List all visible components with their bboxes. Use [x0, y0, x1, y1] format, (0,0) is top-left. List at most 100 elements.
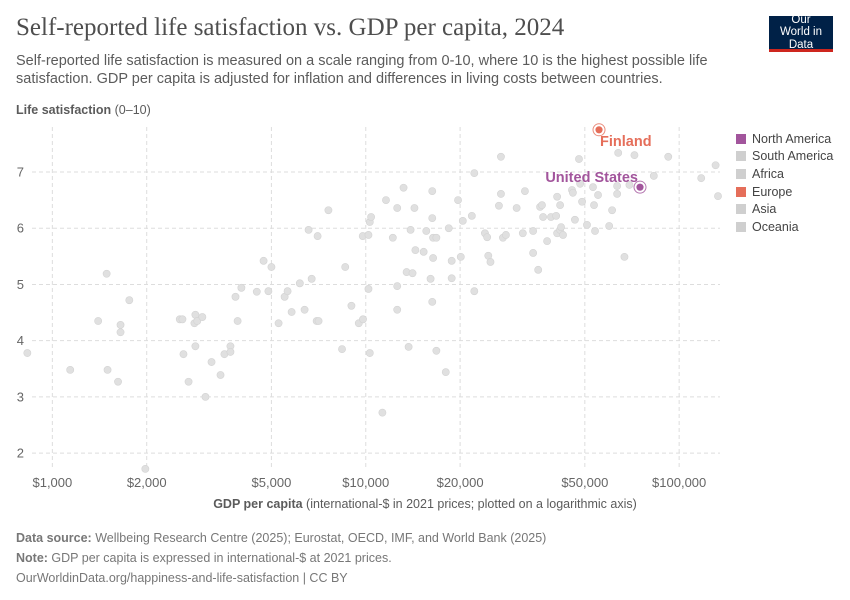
data-point	[365, 349, 374, 357]
data-point	[591, 227, 599, 235]
data-point	[432, 233, 441, 242]
data-point	[264, 287, 273, 296]
data-point	[553, 192, 562, 201]
data-point	[287, 308, 296, 316]
legend-item[interactable]: Africa	[736, 165, 833, 183]
data-point	[557, 223, 565, 231]
data-point	[458, 217, 467, 225]
data-point	[497, 152, 505, 161]
logo-text: Our World in Data	[780, 13, 822, 51]
data-point	[307, 274, 316, 283]
legend-item[interactable]: Europe	[736, 183, 833, 201]
data-point	[620, 252, 629, 261]
data-point	[608, 206, 617, 215]
data-point	[338, 345, 346, 354]
data-point	[470, 169, 479, 178]
data-point	[341, 263, 350, 271]
x-tick-label: $50,000	[561, 475, 608, 490]
chart-subtitle: Self-reported life satisfaction is measu…	[16, 53, 708, 87]
data-point	[364, 285, 373, 293]
data-point	[198, 313, 207, 321]
data-point	[521, 187, 529, 196]
data-point	[324, 206, 333, 215]
data-point	[486, 258, 495, 266]
x-tick-label: $2,000	[127, 475, 167, 490]
y-tick-label: 7	[17, 164, 24, 179]
owid-logo[interactable]: Our World in Data	[769, 13, 833, 52]
data-point	[529, 249, 538, 257]
data-point	[283, 287, 292, 296]
data-point	[103, 366, 112, 374]
point-label: United States	[545, 170, 638, 186]
legend-swatch	[736, 133, 746, 144]
y-axis-label-unit: (0–10)	[111, 103, 151, 117]
data-point	[625, 181, 634, 189]
data-point	[512, 204, 521, 212]
data-point	[576, 179, 585, 188]
data-point	[141, 464, 150, 473]
data-point	[539, 213, 547, 221]
data-point	[184, 377, 193, 386]
data-point	[664, 152, 673, 161]
legend-label: Oceania	[752, 219, 799, 234]
data-point	[102, 269, 111, 278]
data-point	[483, 233, 492, 242]
data-point	[428, 187, 437, 196]
data-point	[605, 222, 614, 230]
data-point	[259, 256, 268, 265]
data-point	[216, 371, 225, 379]
legend-label: South America	[752, 149, 834, 164]
data-point	[614, 148, 623, 157]
point-label: Finland	[600, 134, 652, 150]
data-point	[697, 174, 706, 183]
legend-item[interactable]: Asia	[736, 200, 833, 218]
data-point	[388, 233, 397, 242]
legend-item[interactable]: North America	[736, 130, 833, 148]
data-point	[191, 342, 200, 351]
data-point	[559, 231, 567, 239]
data-point	[630, 151, 639, 160]
data-point	[179, 350, 188, 359]
legend-label: Africa	[752, 166, 784, 181]
data-point	[300, 305, 309, 314]
chart-title: Self-reported life satisfaction vs. GDP …	[16, 14, 565, 41]
data-point	[378, 408, 387, 417]
data-point	[393, 305, 402, 314]
data-point	[304, 225, 313, 234]
legend-swatch	[736, 186, 746, 197]
data-point	[594, 191, 602, 199]
note-label: Note:	[16, 551, 48, 565]
legend-swatch	[736, 204, 746, 215]
data-point	[23, 349, 32, 357]
data-point	[711, 161, 720, 170]
legend-swatch	[736, 151, 746, 162]
data-point	[66, 366, 75, 374]
data-point	[419, 247, 428, 256]
data-point	[583, 220, 591, 229]
data-point	[571, 215, 579, 224]
legend-item[interactable]: Oceania	[736, 218, 833, 236]
data-point	[649, 172, 658, 180]
data-point	[426, 274, 435, 283]
data-point	[470, 287, 479, 296]
data-point	[444, 224, 453, 233]
data-point	[359, 315, 367, 324]
y-axis-label-bold: Life satisfaction	[16, 103, 112, 117]
highlight-ring	[592, 123, 606, 137]
legend: North America South America Africa Europe As…	[736, 130, 833, 236]
source-url[interactable]: OurWorldinData.org/happiness-and-life-sa…	[16, 571, 348, 585]
data-point	[568, 188, 577, 197]
data-point	[613, 190, 622, 198]
y-tick-label: 4	[17, 333, 24, 348]
data-point	[518, 229, 527, 238]
data-point	[495, 201, 503, 210]
legend-label: Asia	[752, 202, 777, 217]
data-point	[534, 265, 543, 274]
source-text: Wellbeing Research Centre (2025); Eurost…	[91, 531, 547, 545]
legend-item[interactable]: South America	[736, 148, 833, 166]
data-point	[589, 183, 597, 192]
x-tick-label: $5,000	[252, 475, 292, 490]
data-point	[231, 292, 240, 301]
data-point	[432, 346, 441, 355]
